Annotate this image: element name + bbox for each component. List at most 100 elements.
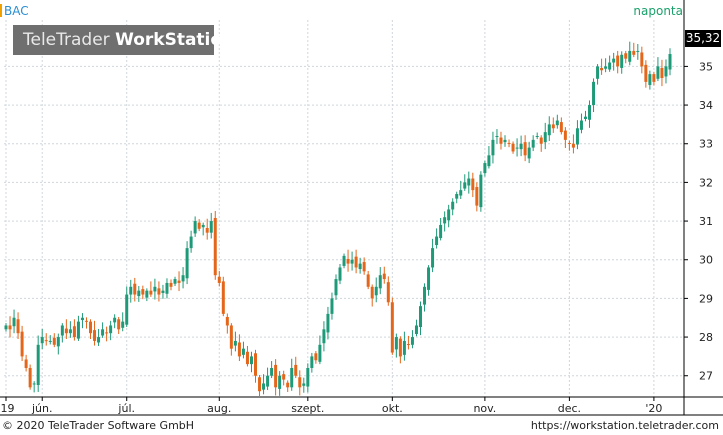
x-tick-label: okt.: [382, 402, 403, 415]
candle-body: [547, 124, 551, 136]
candle-body: [185, 248, 189, 279]
candle-body: [121, 321, 125, 328]
candle-body: [455, 194, 459, 199]
candle-body: [28, 368, 32, 388]
candle-body: [189, 236, 193, 249]
candle-body: [278, 375, 282, 389]
candle-body: [169, 282, 173, 287]
candle-body: [366, 274, 370, 287]
logo-text-bold: WorkStation: [115, 30, 235, 50]
candle-body: [475, 187, 479, 206]
candle-body: [479, 174, 483, 208]
candle-body: [101, 329, 105, 336]
candle-body: [60, 325, 64, 336]
candle-body: [519, 143, 523, 150]
candle-body: [563, 130, 567, 140]
candle-body: [330, 298, 334, 314]
candle-body: [113, 317, 117, 323]
candle-body: [270, 368, 274, 376]
x-tick-label: aug.: [207, 402, 231, 415]
candle-body: [237, 342, 241, 357]
candle-body: [286, 382, 290, 388]
candle-body: [664, 66, 668, 77]
candle-body: [402, 340, 406, 355]
candle-body: [258, 377, 262, 392]
candle-body: [266, 375, 270, 387]
candle-body: [338, 267, 342, 281]
candle-body: [668, 54, 672, 70]
candle-body: [105, 332, 109, 334]
y-tick-label: 32: [699, 176, 713, 189]
candle-body: [262, 383, 266, 390]
candle-body: [616, 55, 620, 67]
candle-body: [515, 147, 519, 149]
candle-body: [306, 368, 310, 387]
candle-body: [64, 328, 68, 334]
candle-body: [575, 128, 579, 145]
x-tick-label: '20: [645, 402, 662, 415]
candle-body: [161, 290, 165, 293]
candle-body: [318, 344, 322, 362]
candle-body: [571, 143, 575, 148]
candle-body: [588, 105, 592, 120]
y-tick-label: 33: [699, 138, 713, 151]
y-tick-label: 35: [699, 60, 713, 73]
candle-body: [209, 221, 213, 233]
y-tick-label: 31: [699, 215, 713, 228]
x-tick-label: '19: [0, 402, 15, 415]
candle-body: [644, 64, 648, 82]
candle-body: [109, 325, 113, 334]
candle-body: [40, 337, 44, 344]
candle-body: [467, 178, 471, 186]
candle-body: [302, 383, 306, 386]
teletrader-logo: TeleTrader WorkStation: [13, 25, 234, 55]
candle-body: [125, 294, 129, 325]
interval-label[interactable]: naponta: [633, 4, 683, 18]
candle-body: [97, 337, 101, 343]
x-tick-label: szept.: [291, 402, 324, 415]
candle-body: [495, 136, 499, 137]
candle-body: [632, 50, 636, 55]
copyright-text: © 2020 TeleTrader Software GmbH: [2, 419, 195, 432]
candle-body: [418, 306, 422, 328]
x-tick-label: jún.: [31, 402, 53, 415]
candle-body: [596, 66, 600, 79]
candle-body: [579, 120, 583, 130]
candle-body: [406, 344, 410, 346]
candle-body: [394, 337, 398, 350]
candle-body: [410, 337, 414, 345]
candle-body: [254, 353, 258, 376]
candle-body: [527, 147, 531, 159]
candle-body: [342, 255, 346, 266]
candle-body: [471, 178, 475, 191]
logo-text-light: TeleTrader: [23, 30, 116, 50]
candle-body: [600, 67, 604, 71]
x-tick-label: dec.: [558, 402, 581, 415]
candle-body: [499, 137, 503, 144]
candle-body: [217, 276, 221, 283]
website-link[interactable]: https://workstation.teletrader.com: [530, 419, 719, 432]
candle-body: [245, 351, 249, 365]
candle-body: [652, 74, 656, 82]
candle-body: [282, 374, 286, 380]
candle-body: [439, 224, 443, 239]
candle-body: [173, 279, 177, 284]
candle-body: [32, 383, 36, 385]
candle-body: [551, 124, 555, 129]
candle-body: [414, 325, 418, 334]
candle-body: [567, 142, 571, 144]
candle-body: [648, 74, 652, 85]
candle-body: [233, 340, 237, 346]
candle-body: [463, 182, 467, 189]
candle-body: [523, 142, 527, 156]
candle-body: [89, 321, 93, 334]
candle-body: [36, 344, 40, 386]
candle-body: [4, 325, 8, 330]
candle-body: [358, 263, 362, 270]
candle-body: [44, 340, 48, 342]
y-tick-label: 28: [699, 331, 713, 344]
candle-body: [535, 136, 539, 137]
candle-body: [165, 282, 169, 294]
candle-body: [149, 290, 153, 295]
